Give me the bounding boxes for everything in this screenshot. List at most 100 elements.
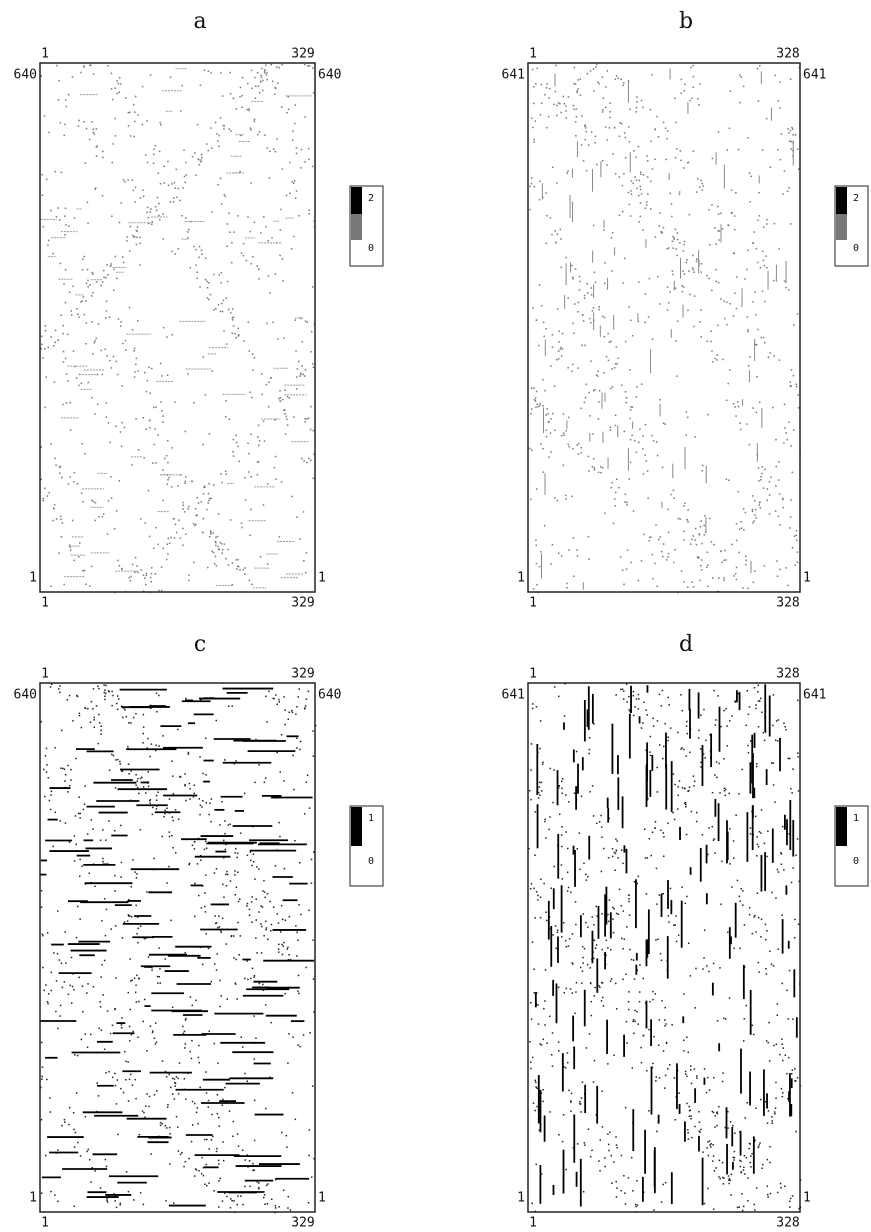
texture-dot bbox=[728, 1179, 730, 1181]
texture-dot bbox=[208, 1106, 210, 1108]
texture-dot bbox=[265, 1108, 267, 1110]
texture-dot bbox=[206, 1092, 208, 1094]
texture-dot bbox=[667, 740, 669, 742]
texture-dot bbox=[115, 425, 117, 427]
texture-dot bbox=[189, 863, 191, 865]
texture-dot bbox=[769, 951, 771, 953]
texture-dot bbox=[194, 1175, 196, 1177]
texture-dot bbox=[146, 573, 148, 575]
texture-dot bbox=[753, 582, 755, 584]
texture-dot bbox=[243, 243, 245, 245]
texture-dot bbox=[530, 1002, 532, 1004]
texture-dot bbox=[280, 931, 282, 933]
texture-dot bbox=[638, 708, 640, 710]
texture-dot bbox=[162, 836, 164, 838]
texture-dot bbox=[764, 565, 766, 567]
texture-dot bbox=[760, 1099, 762, 1101]
texture-dot bbox=[149, 756, 151, 758]
texture-dot bbox=[718, 214, 720, 216]
texture-dot bbox=[304, 813, 306, 815]
texture-dot bbox=[613, 1055, 615, 1057]
texture-dot bbox=[150, 1153, 152, 1155]
texture-dot bbox=[104, 699, 106, 701]
texture-dot bbox=[230, 880, 232, 882]
texture-dot bbox=[148, 367, 150, 369]
texture-dot bbox=[728, 1183, 730, 1185]
texture-dot bbox=[609, 117, 611, 119]
texture-dot bbox=[200, 85, 202, 87]
texture-dot bbox=[535, 397, 537, 399]
texture-dot bbox=[580, 452, 582, 454]
texture-dot bbox=[797, 700, 799, 702]
texture-dot bbox=[723, 758, 725, 760]
texture-dot bbox=[271, 64, 273, 66]
texture-dot bbox=[159, 976, 161, 978]
texture-dot bbox=[157, 792, 159, 794]
texture-dot bbox=[616, 913, 618, 915]
texture-dot bbox=[192, 1005, 194, 1007]
texture-dot bbox=[718, 239, 720, 241]
texture-dot bbox=[194, 785, 196, 787]
texture-dot bbox=[156, 693, 158, 695]
texture-dot bbox=[779, 81, 781, 83]
texture-dot bbox=[205, 258, 207, 260]
texture-dot bbox=[798, 394, 800, 396]
texture-dot bbox=[61, 477, 63, 479]
texture-dot bbox=[297, 940, 299, 942]
texture-dot bbox=[296, 388, 298, 390]
texture-dot bbox=[624, 501, 626, 503]
texture-dot bbox=[282, 168, 284, 170]
texture-dot bbox=[708, 209, 710, 211]
texture-dot bbox=[724, 550, 726, 552]
texture-dot bbox=[91, 500, 93, 502]
texture-dot bbox=[767, 1122, 769, 1124]
texture-dot bbox=[216, 922, 218, 924]
texture-dot bbox=[576, 92, 578, 94]
texture-dot bbox=[530, 888, 532, 890]
texture-dot bbox=[111, 498, 113, 500]
texture-dot bbox=[653, 1209, 655, 1211]
texture-dot bbox=[700, 1129, 702, 1131]
texture-dot bbox=[758, 685, 760, 687]
texture-dot bbox=[731, 213, 733, 215]
texture-dot bbox=[652, 718, 654, 720]
texture-dot bbox=[185, 1161, 187, 1163]
texture-dot bbox=[66, 106, 68, 108]
texture-dot bbox=[82, 258, 84, 260]
texture-dot bbox=[41, 1078, 43, 1080]
texture-dot bbox=[299, 375, 301, 377]
texture-dot bbox=[87, 269, 89, 271]
texture-dot bbox=[768, 357, 770, 359]
texture-dot bbox=[567, 1052, 569, 1054]
texture-dot bbox=[602, 76, 604, 78]
texture-dot bbox=[248, 108, 250, 110]
texture-dot bbox=[291, 248, 293, 250]
texture-dot bbox=[77, 314, 79, 316]
texture-dot bbox=[736, 308, 738, 310]
texture-dot bbox=[791, 792, 793, 794]
texture-dot bbox=[683, 167, 685, 169]
texture-dot bbox=[681, 570, 683, 572]
texture-dot bbox=[763, 260, 765, 262]
texture-dot bbox=[125, 1061, 127, 1063]
texture-dot bbox=[788, 1057, 790, 1059]
texture-dot bbox=[209, 433, 211, 435]
texture-dot bbox=[143, 457, 145, 459]
texture-dot bbox=[98, 688, 100, 690]
texture-dot bbox=[83, 121, 85, 123]
texture-dot bbox=[558, 987, 560, 989]
texture-dot bbox=[194, 152, 196, 154]
texture-dot bbox=[221, 482, 223, 484]
right-bottom-label: 1 bbox=[803, 571, 811, 586]
texture-dot bbox=[200, 860, 202, 862]
texture-dot bbox=[286, 112, 288, 114]
texture-dot bbox=[138, 978, 140, 980]
texture-dot bbox=[683, 539, 685, 541]
texture-dot bbox=[682, 710, 684, 712]
texture-dot bbox=[195, 265, 197, 267]
texture-dot bbox=[764, 301, 766, 303]
texture-dot bbox=[546, 243, 548, 245]
texture-dot bbox=[620, 122, 622, 124]
texture-dot bbox=[274, 94, 276, 96]
texture-dot bbox=[204, 1139, 206, 1141]
